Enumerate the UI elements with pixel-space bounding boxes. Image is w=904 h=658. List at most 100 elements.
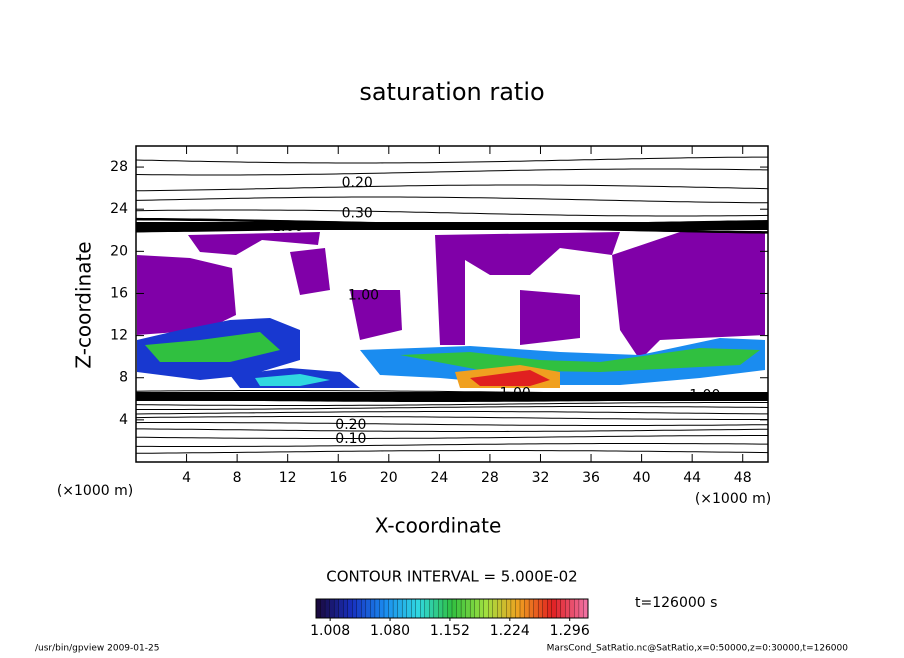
x-tick-label: 36 (582, 470, 600, 486)
colorbar-cell (551, 598, 557, 619)
y-tick-label: 12 (110, 328, 128, 344)
colorbar-cell (569, 598, 575, 619)
region (188, 232, 320, 255)
contour-label: 0.10 (335, 431, 366, 447)
footer-left: /usr/bin/gpview 2009-01-25 (35, 644, 159, 654)
x-tick-label: 40 (633, 470, 651, 486)
x-unit: (×1000 m) (695, 491, 771, 507)
colorbar-cell (515, 598, 521, 619)
colorbar-cell (456, 598, 462, 619)
region (435, 232, 620, 345)
contour-band (136, 392, 768, 401)
colorbar-cell (401, 598, 408, 619)
colorbar-cell (438, 598, 444, 619)
contour-label: 1.00 (272, 219, 303, 235)
contour-line (136, 406, 769, 410)
colorbar: 1.008 1.080 1.152 1.224 1.296 (310, 598, 590, 639)
colorbar-cell (533, 598, 539, 619)
colorbar-cell (329, 598, 335, 619)
colorbar-frame (315, 598, 589, 619)
x-tick-label: 8 (233, 470, 242, 486)
contour-line (135, 422, 769, 426)
colorbar-cell (574, 598, 580, 619)
y-tick-label: 20 (110, 243, 128, 259)
y-tick-label: 16 (110, 285, 128, 301)
x-axis-label: X-coordinate (375, 514, 502, 538)
contour-band (136, 222, 768, 230)
contour-line (135, 196, 768, 204)
y-tick-label: 4 (119, 412, 128, 428)
colorbar-cell (315, 598, 321, 619)
colorbar-cell (365, 598, 371, 619)
plot-frame (135, 145, 769, 463)
contour-line (135, 156, 768, 164)
colorbar-cell (333, 598, 340, 619)
time-label: t=126000 s (635, 595, 717, 611)
colorbar-cell (524, 598, 530, 619)
colorbar-cell (547, 598, 553, 619)
x-tick-label: 32 (532, 470, 550, 486)
colorbar-cell (370, 598, 376, 619)
contour-label: 1.00 (348, 288, 379, 304)
region (470, 370, 550, 386)
region (400, 348, 760, 372)
colorbar-cell (397, 598, 403, 619)
footer-right: MarsCond_SatRatio.nc@SatRatio,x=0:50000,… (547, 644, 849, 654)
colorbar-cell (460, 598, 467, 619)
region (520, 290, 580, 345)
x-tick-label: 16 (329, 470, 347, 486)
colorbar-cell (519, 598, 525, 619)
y-axis-label: Z-coordinate (72, 241, 96, 368)
x-tick-label: 4 (182, 470, 191, 486)
contour-line (135, 402, 768, 406)
colorbar-cell (338, 598, 344, 619)
colorbar-cell (451, 598, 457, 619)
y-unit: (×1000 m) (57, 483, 133, 499)
colorbar-cell (483, 598, 489, 619)
contour-lines (135, 156, 769, 454)
colorbar-cell (465, 598, 471, 619)
colorbar-cell (560, 598, 566, 619)
contour-line (135, 450, 769, 454)
contour-line (135, 168, 769, 176)
colorbar-cell (374, 598, 380, 619)
region (350, 290, 402, 340)
colorbar-cell (388, 598, 394, 619)
colorbar-tick-label: 1.296 (550, 623, 590, 639)
colorbar-cell (406, 598, 412, 619)
colorbar-cell (429, 598, 435, 619)
region (145, 332, 280, 362)
colorbar-cell (492, 598, 498, 619)
colorbar-cell (488, 598, 494, 619)
colorbar-cell (343, 598, 349, 619)
colorbar-cell (320, 598, 326, 619)
x-tick-label: 48 (734, 470, 752, 486)
colorbar-cell (442, 598, 448, 619)
colorbar-cell (565, 598, 571, 619)
contour-line (135, 435, 768, 439)
contour-line (135, 209, 769, 217)
y-tick-label: 24 (110, 201, 128, 217)
colorbar-cell (497, 598, 503, 619)
colorbar-cell (392, 598, 399, 619)
contour-interval: CONTOUR INTERVAL = 5.000E-02 (326, 568, 577, 586)
region (612, 232, 765, 360)
colorbar-cell (556, 598, 562, 619)
colorbar-cell (352, 598, 358, 619)
contour-line (135, 416, 768, 420)
colorbar-cell (447, 598, 453, 619)
colorbar-cell (469, 598, 476, 619)
colorbar-tick-label: 1.152 (430, 623, 470, 639)
x-tick-label: 20 (380, 470, 398, 486)
colorbar-cell (433, 598, 439, 619)
contour-line (136, 184, 769, 192)
colorbar-cell (420, 598, 426, 619)
colorbar-cell (474, 598, 480, 619)
colorbar-cell (510, 598, 516, 619)
y-tick-label: 8 (119, 370, 128, 386)
region (137, 255, 236, 335)
region (290, 248, 330, 295)
contour-label: 1.00 (689, 388, 720, 404)
colorbar-cell (411, 598, 417, 619)
x-tick-label: 44 (683, 470, 701, 486)
